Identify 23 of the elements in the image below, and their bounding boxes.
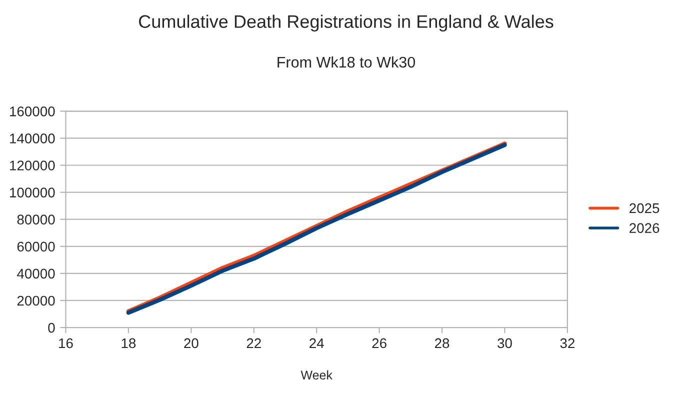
y-tick-label: 40000 — [17, 268, 55, 279]
x-tick-label: 16 — [59, 338, 73, 348]
y-tick-label: 140000 — [10, 134, 55, 144]
y-tick-label: 100000 — [10, 188, 55, 198]
x-tick-label: 22 — [246, 338, 261, 348]
x-tick-label: 18 — [122, 338, 136, 348]
legend-label: 2026 — [630, 223, 660, 234]
x-tick-label: 26 — [372, 338, 386, 348]
chart-subtitle: From Wk18 to Wk30 — [278, 56, 416, 68]
x-tick-label: 30 — [498, 338, 512, 348]
x-tick-label: 24 — [310, 338, 324, 348]
chart-title: Cumulative Death Registrations in England & Wales — [139, 14, 554, 32]
x-tick-label: 20 — [184, 338, 198, 348]
y-tick-label: 20000 — [17, 296, 55, 306]
legend-label: 2025 — [630, 203, 660, 214]
y-tick-label: 60000 — [17, 242, 55, 252]
y-tick-label: 80000 — [17, 214, 55, 225]
y-tick-label: 0 — [48, 322, 55, 333]
x-tick-label: 32 — [560, 338, 574, 348]
x-tick-label: 28 — [434, 338, 450, 348]
y-tick-label: 120000 — [10, 160, 55, 170]
y-tick-label: 160000 — [10, 106, 55, 116]
x-axis-title: Week — [300, 370, 332, 380]
